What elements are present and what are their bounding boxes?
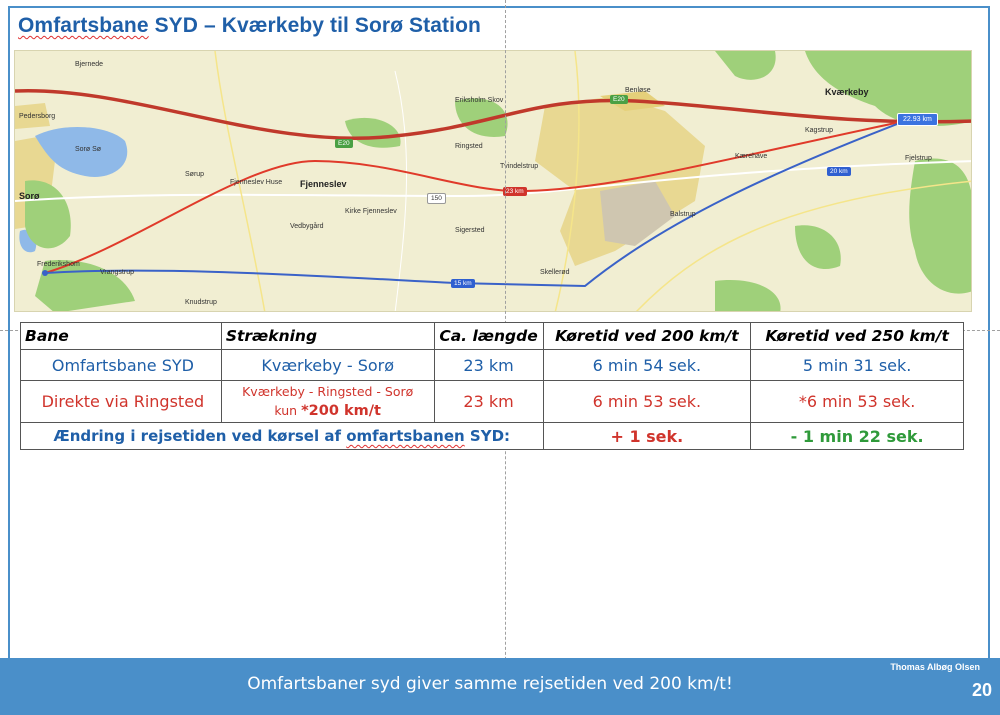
row1-t250: 5 min 31 sek.: [750, 349, 964, 381]
motorway-e20: [15, 89, 971, 140]
header-t200: Køretid ved 200 km/t: [542, 322, 752, 350]
ringsted-industrial-area: [600, 181, 675, 246]
summary-label-post: SYD:: [464, 427, 511, 445]
header-t250: Køretid ved 250 km/t: [750, 322, 964, 350]
map-place-10: Eriksholm Skov: [455, 97, 504, 104]
forest-center-1: [345, 117, 401, 148]
map-town-frederikshom: Frederikshom: [37, 261, 80, 268]
route-map: Sorø Fjenneslev Kværkeby Frederikshom Pe…: [14, 50, 972, 312]
map-place-9: Skellerød: [540, 269, 570, 276]
map-tag-blue-right: 20 km: [827, 167, 851, 176]
summary-t200: + 1 sek.: [542, 422, 752, 450]
slide-frame: [8, 6, 990, 658]
header-bane: Bane: [20, 322, 222, 350]
row2-t250: *6 min 53 sek.: [750, 380, 964, 423]
header-laengde: Ca. længde: [433, 322, 544, 350]
map-place-11: Balstrup: [670, 211, 696, 218]
map-tag-blue-lower: 15 km: [451, 279, 475, 288]
map-town-kvaerkeby: Kværkeby: [825, 87, 869, 97]
row2-t200: 6 min 53 sek.: [542, 380, 752, 423]
title-rest: SYD – Kværkeby til Sorø Station: [148, 14, 481, 37]
forest-top-mid: [715, 51, 776, 80]
row2-bane: Direkte via Ringsted: [20, 380, 222, 423]
table-summary-row: Ændring i rejsetiden ved kørsel af omfar…: [20, 422, 964, 450]
row1-t200: 6 min 54 sek.: [542, 349, 752, 381]
row1-straekning: Kværkeby - Sorø: [220, 349, 435, 381]
map-place-2: Sørup: [185, 171, 205, 178]
forest-right-1: [805, 51, 971, 126]
map-tag-red-route: 23 km: [503, 187, 527, 196]
map-road-label-3: 150: [427, 193, 446, 204]
table-header-row: Bane Strækning Ca. længde Køretid ved 20…: [20, 322, 964, 350]
map-place-14: Fjelstrup: [905, 155, 932, 162]
page-number: 20: [971, 680, 992, 700]
minor-road-3: [554, 51, 580, 311]
pedersborg-area: [15, 103, 50, 129]
header-straekning: Strækning: [220, 322, 435, 350]
soro-lake: [35, 126, 128, 177]
row1-bane: Omfartsbane SYD: [20, 349, 222, 381]
rail-via-ringsted: [44, 120, 906, 274]
summary-label-pre: Ændring i rejsetiden ved kørsel af: [53, 427, 347, 445]
map-place-13: Kærehave: [735, 153, 768, 160]
map-place-1: Bjernede: [75, 61, 104, 68]
map-place-5: Vedbygård: [290, 223, 324, 230]
map-town-fjenneslev: Fjenneslev: [300, 179, 347, 189]
map-place-4: Kirke Fjenneslev: [345, 208, 397, 215]
minor-road-5: [394, 70, 408, 311]
summary-label-squiggle: omfartsbanen: [346, 427, 465, 445]
table-row: Direkte via Ringsted Kværkeby - Ringsted…: [20, 380, 964, 423]
minor-road-4: [635, 180, 971, 311]
row2-laengde: 23 km: [433, 380, 544, 423]
map-place-7: Ringsted: [455, 143, 483, 150]
forest-right-2: [909, 158, 971, 294]
footer-text: Omfartsbaner syd giver samme rejsetiden …: [247, 674, 733, 694]
summary-label: Ændring i rejsetiden ved kørsel af omfar…: [20, 422, 544, 450]
minor-road-2: [214, 51, 266, 311]
row2-straekning-line1: Kværkeby - Ringsted - Sorø: [242, 384, 414, 399]
map-place-3: Fjenneslev Huse: [230, 179, 283, 186]
row2-straekning-speed: *200 km/t: [301, 403, 381, 419]
row1-laengde: 23 km: [433, 349, 544, 381]
title-squiggle-word: Omfartsbane: [18, 14, 149, 37]
row2-straekning: Kværkeby - Ringsted - Sorø kun *200 km/t: [220, 380, 435, 423]
map-place-16: Vrangstrup: [100, 269, 134, 276]
summary-t250: - 1 min 22 sek.: [750, 422, 964, 450]
footer-bar: Omfartsbaner syd giver samme rejsetiden …: [0, 658, 1000, 715]
map-distance-box[interactable]: 22.93 km: [897, 113, 938, 126]
map-place-15: Knudstrup: [185, 299, 217, 306]
map-road-label-2: E20: [610, 95, 628, 104]
map-town-soro: Sorø: [19, 191, 40, 201]
map-place-6: Sigersted: [455, 227, 485, 234]
slide-title: Omfartsbane SYD – Kværkeby til Sorø Stat…: [18, 14, 481, 38]
comparison-table: Bane Strækning Ca. længde Køretid ved 20…: [20, 322, 964, 450]
minor-road-1: [15, 160, 971, 202]
table-row: Omfartsbane SYD Kværkeby - Sorø 23 km 6 …: [20, 349, 964, 381]
map-place-8: Tvindelstrup: [500, 163, 539, 170]
map-town-pedersborg: Pedersborg: [19, 113, 56, 120]
forest-center-2: [455, 98, 508, 137]
author-name: Thomas Albøg Olsen: [890, 662, 980, 672]
map-road-label-1: E20: [335, 139, 353, 148]
row2-straekning-prefix: kun: [274, 403, 302, 418]
forest-bottom: [715, 280, 781, 311]
forest-right-3: [795, 225, 841, 270]
map-place-12: Kagstrup: [805, 127, 834, 134]
map-place-17: Sorø Sø: [75, 146, 102, 153]
forest-left-1: [25, 180, 71, 249]
map-graphic: [15, 51, 971, 311]
route-start-point: [42, 270, 48, 276]
map-town-benlose: Benløse: [625, 87, 651, 94]
